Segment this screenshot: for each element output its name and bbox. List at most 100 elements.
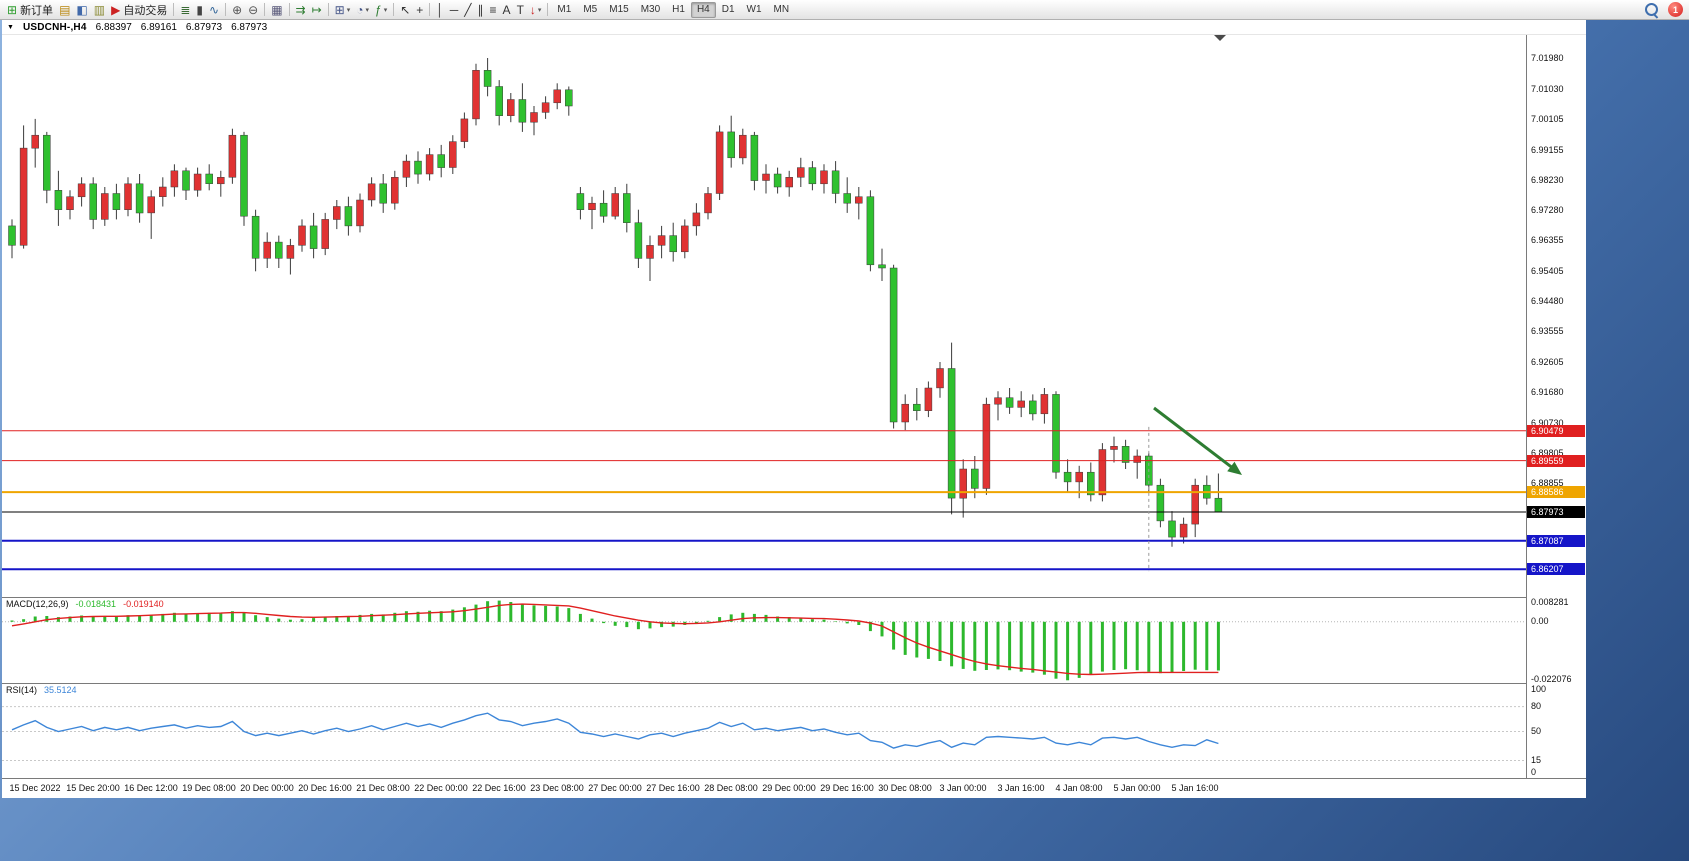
rsi-axis-label: 0 [1531, 767, 1537, 777]
cursor-button[interactable]: ↖ [397, 1, 413, 18]
timeframe-m15[interactable]: M15 [609, 4, 629, 15]
profiles-icon: ◔ [356, 2, 364, 17]
price-chart-area[interactable] [2, 35, 1526, 597]
rsi-axis-label: 15 [1531, 755, 1542, 765]
market-watch-icon[interactable]: ▤ [56, 1, 73, 18]
bar-chart-type-button[interactable]: ≣ [177, 1, 193, 18]
price-axis-label: 6.90730 [1531, 418, 1564, 428]
crosshair-button[interactable]: + [413, 1, 426, 18]
window-menu-icon[interactable]: ▼ [7, 23, 14, 31]
zoom-out-button[interactable]: ⊖ [245, 1, 261, 18]
market-watch-icon-icon: ▤ [59, 2, 71, 17]
timeframe-m30[interactable]: M30 [640, 4, 661, 15]
trend-arrow[interactable] [1153, 406, 1242, 475]
terminal-icon-icon: ▥ [93, 2, 106, 17]
time-axis-label: 27 Dec 00:00 [588, 783, 642, 793]
dropdown-caret-icon[interactable]: ▾ [383, 6, 388, 14]
dropdown-caret-icon[interactable]: ▾ [346, 6, 351, 14]
macd-axis-label: 0.008281 [1531, 597, 1569, 607]
autotrading-button[interactable]: ▶ 自动交易 [108, 1, 170, 18]
horizontal-line-button[interactable]: ─ [447, 1, 462, 18]
time-axis-label: 20 Dec 16:00 [298, 783, 352, 793]
channel-button[interactable]: ∥ [475, 1, 487, 18]
rsi-axis-label: 80 [1531, 701, 1542, 711]
indicators-button[interactable]: ƒ ▾ [372, 1, 390, 18]
price-axis-label: 6.92605 [1531, 357, 1564, 367]
time-axis-label: 29 Dec 16:00 [820, 783, 874, 793]
trendline-icon: ╱ [464, 2, 472, 17]
notification-badge[interactable]: 1 [1668, 2, 1683, 17]
bar-chart-type-icon: ≣ [180, 2, 191, 17]
profiles-button[interactable]: ◔ ▾ [353, 1, 372, 18]
dropdown-caret-icon[interactable]: ▾ [537, 6, 542, 14]
navigator-icon[interactable]: ◧ [73, 1, 90, 18]
terminal-icon[interactable]: ▥ [91, 1, 108, 18]
new-order-icon: ⊞ [7, 2, 18, 17]
timeframe-h1[interactable]: H1 [672, 4, 685, 15]
trendline-button[interactable]: ╱ [461, 1, 474, 18]
toolbar-separator [225, 3, 227, 16]
time-axis-label: 5 Jan 00:00 [1113, 783, 1161, 793]
vertical-line-button[interactable]: │ [433, 1, 447, 18]
new-order-button-label: 新订单 [20, 4, 54, 17]
chart-close-value: 6.87973 [231, 21, 268, 33]
macd-axis-label: 0.00 [1531, 616, 1549, 626]
new-chart-button[interactable]: ⊞ ▾ [332, 1, 354, 18]
macd-signal-line [11, 603, 1219, 676]
text-label-button[interactable]: T [514, 1, 527, 18]
rsi-line [11, 712, 1219, 749]
price-line-badge-pivot: 6.88586 [1527, 486, 1585, 498]
auto-scroll-button[interactable]: ⇉ [293, 1, 309, 18]
time-axis-label: 16 Dec 12:00 [124, 783, 178, 793]
toolbar-separator [547, 3, 549, 16]
timeframe-w1[interactable]: W1 [746, 4, 762, 15]
rsi-axis-label: 50 [1531, 726, 1542, 736]
horizontal-line-icon: ─ [449, 2, 459, 17]
rsi-label: RSI(14) [6, 685, 38, 695]
macd-axis: 0.008281 0.00 -0.022076 [1526, 597, 1586, 684]
price-axis-label: 6.89805 [1531, 448, 1564, 458]
search-icon[interactable] [1645, 2, 1659, 17]
line-chart-type-icon: ∿ [209, 2, 220, 17]
time-axis-label: 19 Dec 08:00 [182, 783, 236, 793]
toolbar-separator [173, 3, 175, 16]
line-chart-type-button[interactable]: ∿ [206, 1, 222, 18]
chart-high-value: 6.89161 [140, 21, 177, 33]
dropdown-caret-icon[interactable]: ▾ [365, 6, 369, 14]
rsi-axis: 100 80 50 15 0 [1526, 683, 1586, 778]
timeframe-m1[interactable]: M1 [557, 4, 572, 15]
macd-panel: MACD(12,26,9) -0.018431 -0.019140 0.0082… [2, 597, 1586, 684]
time-axis: 15 Dec 2022 15 Dec 20:00 16 Dec 12:00 19 De… [2, 778, 1586, 798]
fibonacci-icon: ≡ [489, 2, 497, 17]
chart-title-bar: ▼ USDCNH-,H4 6.88397 6.89161 6.87973 6.8… [2, 20, 1586, 35]
time-axis-label: 3 Jan 16:00 [997, 783, 1045, 793]
zoom-in-button[interactable]: ⊕ [229, 1, 245, 18]
text-button[interactable]: A [500, 1, 514, 18]
tile-windows-button[interactable]: ▦ [268, 1, 285, 18]
fibonacci-button[interactable]: ≡ [487, 1, 500, 18]
price-axis-label: 7.00105 [1531, 114, 1564, 124]
new-chart-icon: ⊞ [334, 2, 345, 17]
arrows-button[interactable]: ↓ ▾ [527, 1, 545, 18]
autotrading-button-label: 自动交易 [123, 4, 168, 17]
toolbar-separator [264, 3, 266, 16]
timeframe-h4[interactable]: H4 [690, 1, 716, 18]
new-order-button[interactable]: ⊞ 新订单 [4, 1, 56, 18]
vertical-line-icon: │ [436, 2, 444, 17]
time-axis-label: 23 Dec 08:00 [530, 783, 584, 793]
chart-shift-button[interactable]: ↦ [309, 1, 325, 18]
price-axis-label: 6.88855 [1531, 478, 1564, 488]
price-axis-label: 6.95405 [1531, 266, 1564, 276]
text-label-icon: T [516, 2, 524, 17]
chart-window: ▼ USDCNH-,H4 6.88397 6.89161 6.87973 6.8… [2, 20, 1586, 798]
timeframe-mn[interactable]: MN [773, 4, 790, 15]
rsi-svg [2, 706, 1526, 761]
candlestick-type-button[interactable]: ▮ [193, 1, 206, 18]
chart-shift-marker[interactable] [1214, 35, 1226, 41]
timeframe-d1[interactable]: D1 [721, 4, 735, 15]
time-axis-label: 15 Dec 20:00 [66, 783, 120, 793]
price-axis-label: 7.01980 [1531, 53, 1564, 63]
navigator-icon-icon: ◧ [76, 2, 88, 17]
timeframe-m5[interactable]: M5 [583, 4, 598, 15]
